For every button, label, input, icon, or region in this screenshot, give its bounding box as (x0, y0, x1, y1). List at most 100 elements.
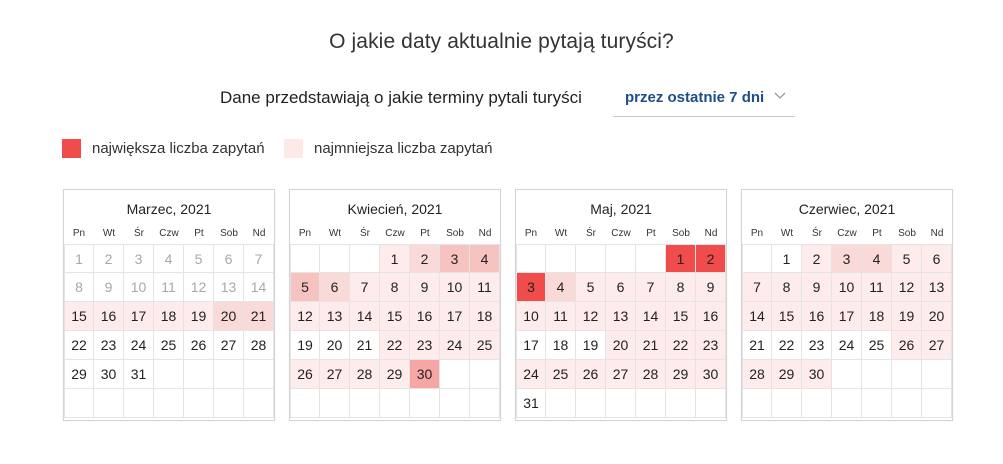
calendar-day-cell[interactable]: 23 (696, 331, 726, 360)
calendar-day-cell[interactable]: 7 (244, 244, 274, 273)
calendar-day-cell[interactable]: 22 (380, 331, 410, 360)
calendar-day-cell[interactable]: 7 (350, 273, 380, 302)
calendar-day-cell[interactable]: 24 (516, 360, 546, 389)
calendar-day-cell[interactable]: 8 (772, 273, 802, 302)
calendar-day-cell[interactable]: 14 (742, 302, 772, 331)
calendar-day-cell[interactable]: 1 (380, 244, 410, 273)
calendar-day-cell[interactable]: 13 (606, 302, 636, 331)
calendar-day-cell[interactable]: 2 (802, 244, 832, 273)
calendar-day-cell[interactable]: 6 (320, 273, 350, 302)
calendar-day-cell[interactable]: 1 (772, 244, 802, 273)
calendar-day-cell[interactable]: 24 (440, 331, 470, 360)
calendar-day-cell[interactable]: 26 (184, 331, 214, 360)
calendar-day-cell[interactable]: 9 (410, 273, 440, 302)
calendar-day-cell[interactable]: 13 (922, 273, 952, 302)
calendar-day-cell[interactable]: 3 (440, 244, 470, 273)
calendar-day-cell[interactable]: 2 (696, 244, 726, 273)
calendar-day-cell[interactable]: 9 (94, 273, 124, 302)
calendar-day-cell[interactable]: 26 (892, 331, 922, 360)
calendar-day-cell[interactable]: 14 (244, 273, 274, 302)
calendar-day-cell[interactable]: 22 (64, 331, 94, 360)
calendar-day-cell[interactable]: 10 (124, 273, 154, 302)
calendar-day-cell[interactable]: 19 (576, 331, 606, 360)
calendar-day-cell[interactable]: 3 (832, 244, 862, 273)
calendar-day-cell[interactable]: 25 (154, 331, 184, 360)
calendar-day-cell[interactable]: 4 (862, 244, 892, 273)
calendar-day-cell[interactable]: 28 (636, 360, 666, 389)
calendar-day-cell[interactable]: 16 (410, 302, 440, 331)
calendar-day-cell[interactable]: 8 (64, 273, 94, 302)
calendar-day-cell[interactable]: 12 (892, 273, 922, 302)
calendar-day-cell[interactable]: 1 (64, 244, 94, 273)
calendar-day-cell[interactable]: 20 (320, 331, 350, 360)
calendar-day-cell[interactable]: 26 (290, 360, 320, 389)
calendar-day-cell[interactable]: 29 (380, 360, 410, 389)
calendar-day-cell[interactable]: 5 (290, 273, 320, 302)
calendar-day-cell[interactable]: 30 (410, 360, 440, 389)
calendar-day-cell[interactable]: 20 (922, 302, 952, 331)
calendar-day-cell[interactable]: 7 (742, 273, 772, 302)
calendar-day-cell[interactable]: 19 (184, 302, 214, 331)
calendar-day-cell[interactable]: 23 (94, 331, 124, 360)
calendar-day-cell[interactable]: 2 (94, 244, 124, 273)
calendar-day-cell[interactable]: 6 (606, 273, 636, 302)
calendar-day-cell[interactable]: 11 (546, 302, 576, 331)
calendar-day-cell[interactable]: 21 (636, 331, 666, 360)
calendar-day-cell[interactable]: 9 (696, 273, 726, 302)
calendar-day-cell[interactable]: 14 (350, 302, 380, 331)
calendar-day-cell[interactable]: 21 (742, 331, 772, 360)
calendar-day-cell[interactable]: 17 (440, 302, 470, 331)
calendar-day-cell[interactable]: 18 (470, 302, 500, 331)
calendar-day-cell[interactable]: 4 (470, 244, 500, 273)
calendar-day-cell[interactable]: 25 (470, 331, 500, 360)
calendar-day-cell[interactable]: 13 (214, 273, 244, 302)
calendar-day-cell[interactable]: 16 (94, 302, 124, 331)
calendar-day-cell[interactable]: 1 (666, 244, 696, 273)
calendar-day-cell[interactable]: 17 (516, 331, 546, 360)
calendar-day-cell[interactable]: 8 (666, 273, 696, 302)
calendar-day-cell[interactable]: 17 (124, 302, 154, 331)
calendar-day-cell[interactable]: 16 (696, 302, 726, 331)
calendar-day-cell[interactable]: 28 (350, 360, 380, 389)
calendar-day-cell[interactable]: 27 (320, 360, 350, 389)
calendar-day-cell[interactable]: 21 (350, 331, 380, 360)
calendar-day-cell[interactable]: 16 (802, 302, 832, 331)
calendar-day-cell[interactable]: 12 (290, 302, 320, 331)
calendar-day-cell[interactable]: 5 (184, 244, 214, 273)
calendar-day-cell[interactable]: 25 (862, 331, 892, 360)
calendar-day-cell[interactable]: 29 (772, 360, 802, 389)
calendar-day-cell[interactable]: 27 (922, 331, 952, 360)
calendar-day-cell[interactable]: 17 (832, 302, 862, 331)
calendar-day-cell[interactable]: 6 (214, 244, 244, 273)
calendar-day-cell[interactable]: 28 (742, 360, 772, 389)
calendar-day-cell[interactable]: 5 (892, 244, 922, 273)
calendar-day-cell[interactable]: 7 (636, 273, 666, 302)
calendar-day-cell[interactable]: 22 (666, 331, 696, 360)
calendar-day-cell[interactable]: 11 (862, 273, 892, 302)
calendar-day-cell[interactable]: 23 (802, 331, 832, 360)
calendar-day-cell[interactable]: 27 (214, 331, 244, 360)
calendar-day-cell[interactable]: 9 (802, 273, 832, 302)
calendar-day-cell[interactable]: 3 (516, 273, 546, 302)
calendar-day-cell[interactable]: 18 (154, 302, 184, 331)
calendar-day-cell[interactable]: 30 (802, 360, 832, 389)
calendar-day-cell[interactable]: 3 (124, 244, 154, 273)
calendar-day-cell[interactable]: 26 (576, 360, 606, 389)
calendar-day-cell[interactable]: 23 (410, 331, 440, 360)
calendar-day-cell[interactable]: 31 (516, 389, 546, 418)
calendar-day-cell[interactable]: 18 (862, 302, 892, 331)
calendar-day-cell[interactable]: 19 (290, 331, 320, 360)
calendar-day-cell[interactable]: 25 (546, 360, 576, 389)
calendar-day-cell[interactable]: 21 (244, 302, 274, 331)
calendar-day-cell[interactable]: 24 (124, 331, 154, 360)
calendar-day-cell[interactable]: 20 (606, 331, 636, 360)
calendar-day-cell[interactable]: 12 (184, 273, 214, 302)
calendar-day-cell[interactable]: 24 (832, 331, 862, 360)
calendar-day-cell[interactable]: 10 (832, 273, 862, 302)
calendar-day-cell[interactable]: 10 (516, 302, 546, 331)
calendar-day-cell[interactable]: 14 (636, 302, 666, 331)
calendar-day-cell[interactable]: 2 (410, 244, 440, 273)
calendar-day-cell[interactable]: 6 (922, 244, 952, 273)
calendar-day-cell[interactable]: 15 (666, 302, 696, 331)
calendar-day-cell[interactable]: 13 (320, 302, 350, 331)
